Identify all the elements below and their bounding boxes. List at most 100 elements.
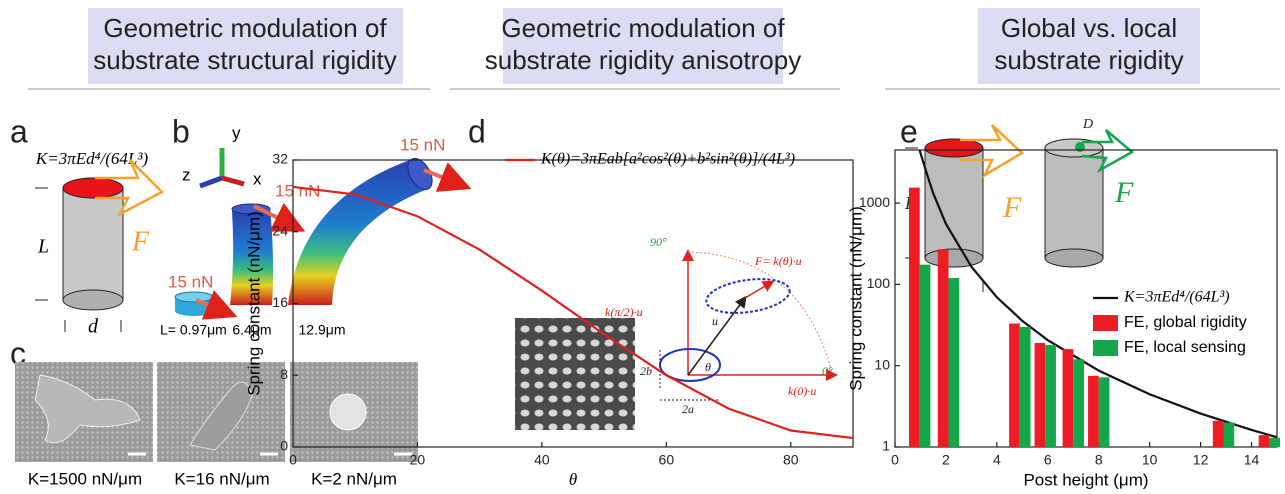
- force-label: F: [131, 226, 150, 257]
- cell: [189, 381, 253, 451]
- axis-z: [199, 175, 223, 189]
- bar: [1009, 323, 1020, 447]
- post-top: [924, 138, 984, 158]
- header-box: [978, 8, 1200, 84]
- inset-label: u: [712, 314, 718, 328]
- panel-label: b: [172, 113, 190, 149]
- y-tick-label: 24: [272, 222, 288, 238]
- diameter-label: d: [88, 316, 99, 338]
- bar: [919, 264, 931, 447]
- y-tick-label: 10: [874, 356, 890, 372]
- x-tick-label: 80: [783, 452, 799, 468]
- length-label: L: [37, 236, 49, 258]
- header-title: Geometric modulation of substrate structu…: [93, 13, 396, 75]
- force-arrow: [960, 124, 1025, 179]
- force-label: 15 nN: [168, 272, 213, 291]
- x-tick-label: 4: [993, 452, 1001, 468]
- post-top: [62, 177, 124, 199]
- x-tick-label: 40: [534, 452, 550, 468]
- axis-label: y: [232, 123, 241, 142]
- y-tick-label: 32: [272, 151, 288, 167]
- axis-label: x: [253, 169, 262, 188]
- bar: [1073, 359, 1084, 447]
- x-tick-label: 10: [1142, 452, 1158, 468]
- header-title: Global vs. local substrate rigidity: [994, 13, 1183, 75]
- caption: K=2 nN/μm: [311, 469, 397, 488]
- x-tick-label: 0: [891, 452, 899, 468]
- inset-label: θ: [705, 360, 711, 374]
- y-tick-label: 16: [272, 294, 288, 310]
- inset-label: k(π/2)·u: [605, 305, 643, 319]
- post: [1044, 147, 1104, 259]
- force-arrow: [195, 290, 238, 320]
- cell: [329, 393, 367, 431]
- plot-frame: [894, 149, 1278, 448]
- bar: [1269, 437, 1281, 447]
- caption: K=16 nN/μm: [174, 469, 269, 488]
- bar: [1223, 422, 1235, 447]
- height-label: L= 0.97μm: [160, 322, 227, 338]
- force-arrow: [423, 162, 472, 192]
- legend-label: FE, local sensing: [1124, 339, 1246, 356]
- post: [924, 147, 984, 259]
- sem-inset: [515, 318, 635, 430]
- inset-label: 0°: [822, 364, 833, 378]
- bar: [1088, 375, 1099, 447]
- post-bottom: [62, 289, 124, 311]
- bar: [1212, 420, 1224, 447]
- height-label: 12.9μm: [299, 322, 346, 338]
- bar: [948, 277, 960, 447]
- anisotropy-diagram: [659, 249, 838, 401]
- inset-label: F: [1114, 176, 1134, 209]
- post-medium: [230, 208, 274, 305]
- legend-label: FE, global rigidity: [1124, 314, 1247, 331]
- x-axis-label: Post height (μm): [1023, 470, 1148, 489]
- header-box: [503, 8, 783, 84]
- bar: [1045, 344, 1056, 447]
- y-tick-label: 1: [882, 438, 890, 454]
- force-arrow: [95, 159, 165, 217]
- bar: [909, 187, 920, 448]
- inset-label: 90°: [650, 235, 667, 249]
- x-tick-label: 60: [659, 452, 675, 468]
- legend-swatch: [1093, 340, 1118, 356]
- post: [62, 187, 124, 301]
- y-tick-label: 1000: [859, 194, 890, 210]
- axis-x: [221, 175, 245, 187]
- force-arrow: [1081, 129, 1135, 174]
- inset-label: F: [1002, 191, 1022, 224]
- header-box: [88, 8, 403, 84]
- x-tick-label: 14: [1244, 452, 1260, 468]
- bar: [1034, 343, 1046, 447]
- axis-label: z: [182, 165, 191, 184]
- panel-label: d: [468, 113, 486, 149]
- x-axis-label: θ: [569, 470, 577, 489]
- inset-label: 2b: [640, 364, 652, 378]
- x-tick-label: 0: [289, 452, 297, 468]
- formula: K=3πEd⁴/(64L³): [35, 149, 149, 168]
- x-tick-label: 2: [942, 452, 950, 468]
- header-title: Geometric modulation of substrate rigidit…: [485, 13, 801, 75]
- legend-label: K=3πEd⁴/(64L³): [1123, 289, 1230, 306]
- x-tick-label: 20: [410, 452, 426, 468]
- post-long: [288, 160, 430, 305]
- height-label: 6.4μm: [232, 322, 271, 338]
- caption: K=1500 nN/μm: [28, 469, 142, 488]
- inset-label: 2a: [682, 402, 694, 416]
- bar: [1258, 435, 1270, 447]
- y-axis-label: Spring constant (nN/μm): [244, 211, 263, 396]
- bar: [937, 249, 949, 447]
- inset-label: D: [1082, 117, 1093, 132]
- legend-label: K(θ)=3πEab[a²cos²(θ)+b²sin²(θ)]/(4L³): [540, 151, 795, 168]
- y-tick-label: 8: [280, 366, 288, 382]
- inset-label: k(0)·u: [788, 384, 816, 398]
- y-tick-label: 0: [280, 438, 288, 454]
- data-line: [918, 150, 1278, 439]
- force-label: 15 nN: [275, 181, 320, 200]
- force-arrow: [253, 202, 306, 232]
- y-tick-label: 100: [867, 275, 891, 291]
- legend-swatch: [1093, 315, 1118, 331]
- force-label: 15 nN: [400, 135, 445, 154]
- x-tick-label: 6: [1044, 452, 1052, 468]
